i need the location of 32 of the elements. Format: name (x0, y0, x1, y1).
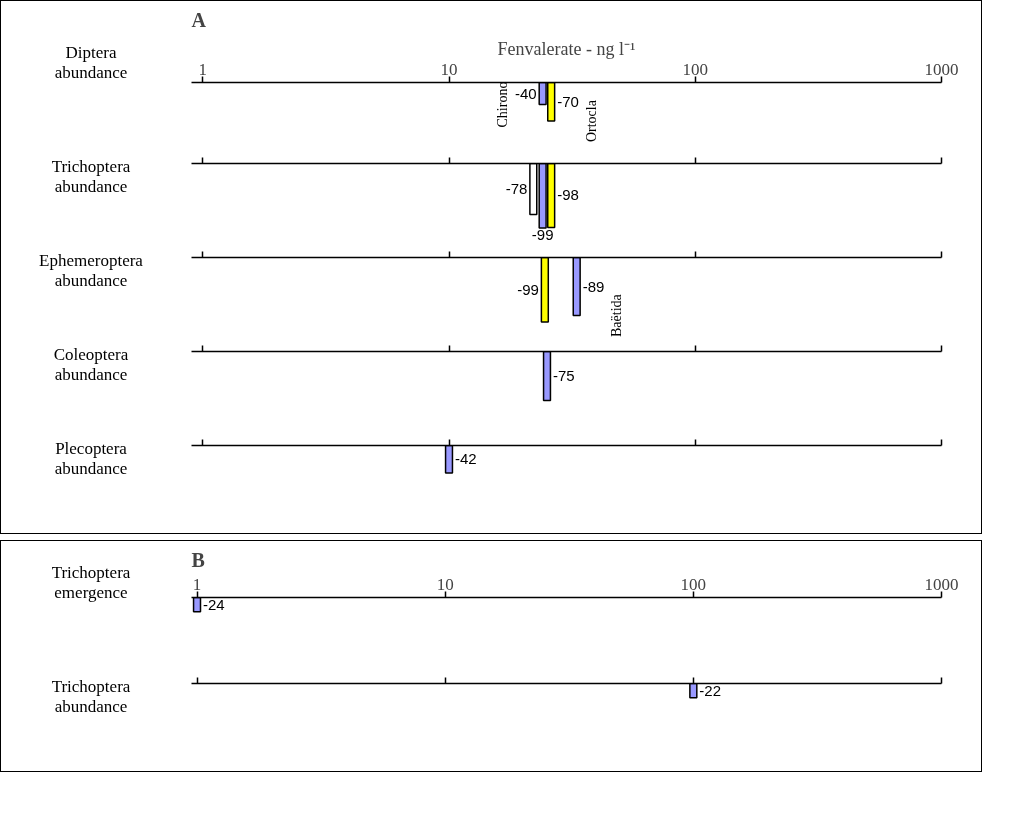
data-label: -42 (455, 450, 477, 468)
x-axis-title: Fenvalerate - ng l⁻¹ (497, 38, 636, 59)
y-axis-title: Coleoptera abundance (53, 345, 129, 386)
data-label: -98 (557, 186, 579, 204)
data-label: -78 (505, 179, 528, 197)
x-tick-label: 10 (440, 59, 458, 79)
x-tick-label: 100 (682, 59, 709, 79)
x-tick-label: 10 (436, 574, 454, 594)
x-tick-label: 100 (680, 574, 707, 594)
x-tick-label: 1 (192, 574, 202, 594)
y-axis-title: Ephemeroptera abundance (39, 251, 143, 292)
x-tick-label: 1000 (924, 59, 959, 79)
annotation: Ortocla (583, 99, 599, 143)
data-label: -89 (582, 277, 605, 295)
data-label: -99 (517, 280, 539, 298)
y-axis-title: Trichoptera abundance (51, 157, 131, 198)
y-axis-title: Plecoptera abundance (54, 439, 128, 480)
chart-title: A (191, 8, 207, 31)
annotation: Baëtida (609, 293, 625, 337)
annotation: Chirono (495, 81, 511, 128)
y-axis-title: Trichoptera emergence (51, 563, 131, 604)
data-label: -24 (203, 595, 225, 613)
y-axis-title: Diptera abundance (54, 43, 128, 84)
data-label: -70 (557, 92, 579, 110)
y-axis-title: Trichoptera abundance (51, 677, 131, 718)
data-label: -40 (514, 84, 537, 102)
chart-title: B (191, 548, 205, 571)
x-tick-label: 1000 (924, 574, 959, 594)
data-label: -99 (531, 226, 554, 244)
data-label: -75 (553, 366, 575, 384)
x-tick-label: 1 (198, 59, 208, 79)
data-label: -22 (699, 681, 722, 699)
